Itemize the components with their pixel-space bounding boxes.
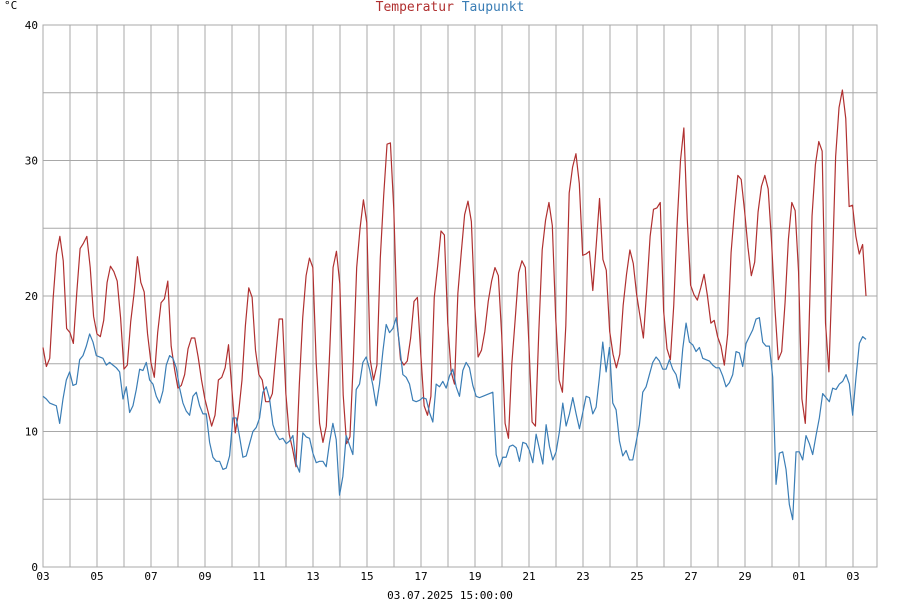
x-tick-label: 19 xyxy=(468,570,481,583)
x-tick-label: 01 xyxy=(792,570,805,583)
timestamp-footer: 03.07.2025 15:00:00 xyxy=(387,589,513,600)
legend: Temperatur Taupunkt xyxy=(376,0,525,15)
legend-temperatur: Temperatur xyxy=(376,0,454,15)
x-tick-label: 25 xyxy=(630,570,643,583)
x-tick-label: 29 xyxy=(738,570,751,583)
series-lines xyxy=(42,89,867,521)
series-line-taupunkt xyxy=(42,317,867,521)
x-tick-label: 13 xyxy=(306,570,319,583)
legend-taupunkt: Taupunkt xyxy=(462,0,525,15)
x-axis: 03 05 07 09 11 13 15 17 19 21 23 25 27 29 01 03 xyxy=(36,570,859,583)
y-tick-label: 40 xyxy=(25,19,38,32)
grid xyxy=(42,24,878,568)
x-tick-label: 05 xyxy=(90,570,103,583)
x-tick-label: 27 xyxy=(684,570,697,583)
y-axis: 0 10 20 30 40 xyxy=(25,19,38,574)
x-tick-label: 07 xyxy=(144,570,157,583)
x-tick-label: 11 xyxy=(252,570,265,583)
y-tick-label: 30 xyxy=(25,155,38,168)
x-tick-label: 17 xyxy=(414,570,427,583)
x-tick-label: 03 xyxy=(846,570,859,583)
x-tick-label: 09 xyxy=(198,570,211,583)
x-tick-label: 03 xyxy=(36,570,49,583)
y-tick-label: 10 xyxy=(25,426,38,439)
y-tick-label: 20 xyxy=(25,290,38,303)
plot-frame xyxy=(42,24,878,568)
series-line-temperatur xyxy=(42,89,867,468)
x-tick-label: 15 xyxy=(360,570,373,583)
x-tick-label: 23 xyxy=(576,570,589,583)
y-axis-label: °C xyxy=(4,0,17,12)
x-tick-label: 21 xyxy=(522,570,535,583)
y-tick-label: 0 xyxy=(31,561,38,574)
